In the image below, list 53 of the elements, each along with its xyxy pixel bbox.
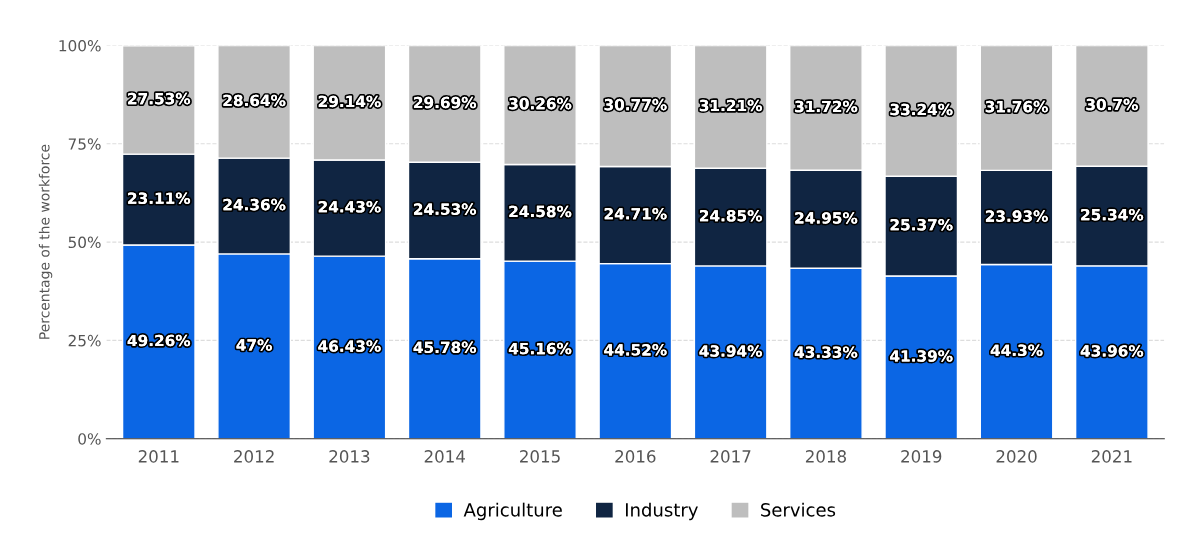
data-label: 47% [236, 339, 272, 351]
x-tick-label: 2015 [520, 450, 560, 463]
legend-label: Services [761, 502, 836, 517]
data-label: 25.34% [1081, 208, 1144, 221]
data-label: 27.53% [128, 92, 191, 105]
data-label: 28.64% [223, 94, 286, 107]
x-tick-label: 2020 [996, 450, 1037, 463]
data-label: 24.95% [795, 212, 858, 224]
x-tick-label: 2016 [615, 450, 656, 463]
data-label: 45.78% [413, 341, 477, 354]
data-label: 29.69% [414, 96, 477, 109]
data-label: 33.24% [890, 103, 953, 116]
legend-label: Industry [625, 502, 698, 521]
data-label: 43.94% [699, 345, 762, 357]
data-label: 24.85% [700, 209, 762, 222]
x-tick-label: 2017 [710, 450, 751, 463]
legend-label: Agriculture [463, 502, 562, 521]
y-axis-title: Percentage of the workforce [38, 144, 53, 339]
data-label: 30.77% [604, 98, 667, 111]
y-tick-label: 25% [68, 334, 101, 347]
data-label: 24.53% [414, 203, 477, 215]
data-label: 24.36% [223, 198, 286, 211]
data-label: 24.58% [509, 205, 572, 218]
data-label: 46.43% [318, 340, 381, 352]
data-label: 30.26% [509, 97, 572, 110]
data-label: 24.71% [604, 207, 667, 220]
y-tick-label: 100% [59, 39, 101, 52]
data-label: 49.26% [127, 334, 191, 347]
x-tick-label: 2021 [1091, 450, 1132, 463]
data-label: 23.93% [985, 210, 1048, 222]
data-label: 29.14% [318, 95, 381, 108]
data-label: 31.76% [985, 100, 1048, 113]
data-label: 44.52% [604, 344, 667, 356]
data-label: 43.96% [1080, 345, 1144, 357]
data-label: 41.39% [890, 350, 953, 362]
data-label: 23.11% [128, 192, 191, 204]
y-tick-label: 50% [68, 236, 101, 249]
data-label: 24.43% [318, 200, 381, 213]
x-tick-label: 2013 [329, 450, 370, 463]
data-label: 31.21% [699, 99, 762, 112]
data-label: 43.33% [794, 346, 858, 358]
data-label: 45.16% [508, 342, 572, 355]
x-tick-label: 2012 [234, 450, 274, 463]
x-tick-label: 2014 [424, 450, 465, 463]
data-label: 44.3% [990, 344, 1043, 357]
y-tick-label: 75% [68, 138, 101, 150]
data-label: 30.7% [1086, 98, 1138, 111]
x-tick-label: 2018 [805, 450, 846, 463]
x-tick-label: 2011 [138, 450, 179, 463]
x-tick-label: 2019 [901, 450, 942, 463]
y-tick-label: 0% [78, 433, 101, 445]
data-label: 31.72% [795, 100, 858, 113]
data-label: 25.37% [890, 218, 953, 231]
